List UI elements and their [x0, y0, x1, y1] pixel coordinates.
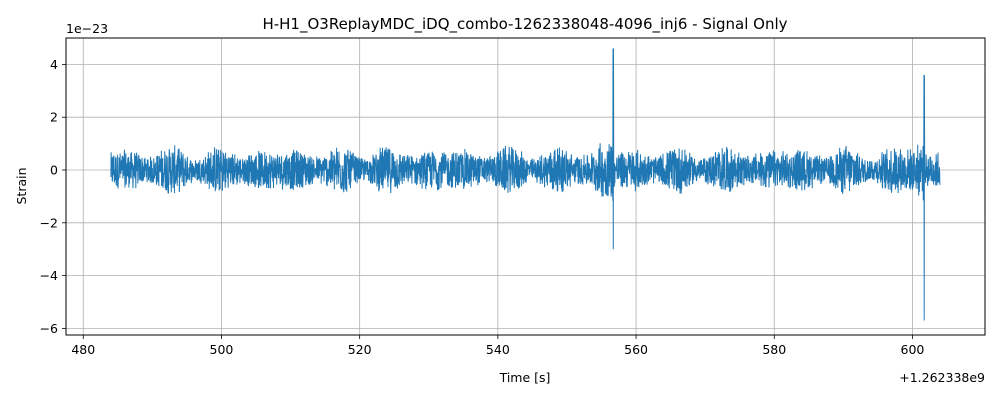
- x-tick-label: 580: [762, 342, 786, 357]
- y-tick-label: 2: [50, 110, 58, 125]
- x-tick-label: 520: [348, 342, 372, 357]
- y-tick-label: −4: [40, 268, 58, 283]
- y-tick-label: 0: [50, 163, 58, 178]
- y-tick-label: 4: [50, 57, 58, 72]
- plot-area-background: [66, 38, 985, 335]
- chart-title: H-H1_O3ReplayMDC_iDQ_combo-1262338048-40…: [262, 15, 787, 34]
- x-tick-label: 480: [71, 342, 95, 357]
- x-tick-label: 540: [486, 342, 510, 357]
- x-offset-label: +1.262338e9: [899, 370, 985, 385]
- x-axis-label: Time [s]: [499, 370, 551, 385]
- strain-series-line: [110, 48, 941, 321]
- y-scale-label: 1e−23: [66, 21, 108, 36]
- y-axis-ticks: −6 −4 −2 0 2 4: [40, 57, 66, 336]
- y-axis-label: Strain: [14, 167, 29, 204]
- y-tick-label: −6: [40, 321, 58, 336]
- y-tick-label: −2: [40, 215, 58, 230]
- x-tick-label: 500: [210, 342, 234, 357]
- x-axis-ticks: 480 500 520 540 560 580 600: [71, 335, 924, 357]
- x-tick-label: 600: [901, 342, 925, 357]
- x-tick-label: 560: [624, 342, 648, 357]
- plot-frame: [65, 37, 986, 336]
- x-grid-lines: [82, 38, 913, 335]
